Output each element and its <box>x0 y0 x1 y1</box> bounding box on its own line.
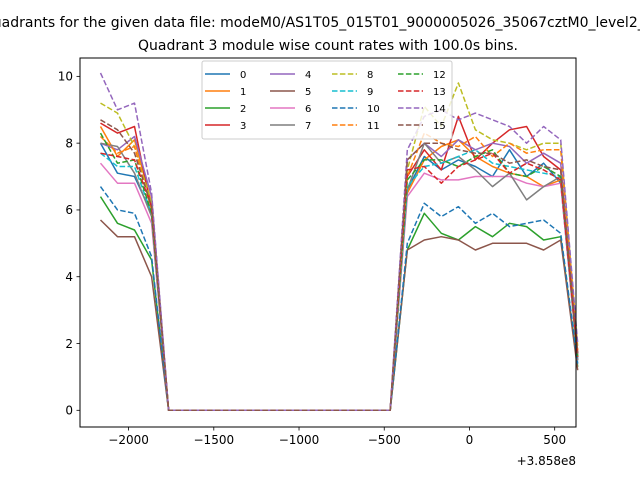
legend-label-12: 12 <box>433 70 446 81</box>
x-tick-label: −500 <box>368 433 401 447</box>
y-tick-label: 2 <box>65 337 73 351</box>
x-tick-label: −1000 <box>279 433 320 447</box>
series-line-2 <box>99 196 579 412</box>
x-axis-ticks: −2000 −1500 −1000 −500 0 500 <box>108 427 566 447</box>
figure-suptitle: Plot for the 4 quadrants for the given d… <box>0 15 640 31</box>
x-tick-label: −2000 <box>108 433 149 447</box>
legend-label-1: 1 <box>240 87 246 98</box>
x-axis-offset-label: +3.858e8 <box>517 454 576 468</box>
y-tick-label: 10 <box>58 70 73 84</box>
legend-label-7: 7 <box>305 121 311 132</box>
legend-label-6: 6 <box>305 104 311 115</box>
series-line-3 <box>100 115 579 412</box>
series-line-4 <box>100 135 579 412</box>
x-tick-label: 0 <box>466 433 474 447</box>
series-line-7 <box>100 142 579 412</box>
series-line-5 <box>99 219 579 412</box>
legend-label-8: 8 <box>367 70 373 81</box>
legend-label-9: 9 <box>367 87 373 98</box>
legend-box <box>201 60 453 140</box>
series-line-12 <box>99 132 579 412</box>
series-line-0 <box>99 142 579 412</box>
legend-label-11: 11 <box>367 121 380 132</box>
legend-label-4: 4 <box>305 70 311 81</box>
legend-label-0: 0 <box>240 70 246 81</box>
legend-label-2: 2 <box>240 104 246 115</box>
legend-label-5: 5 <box>305 87 311 98</box>
series-line-10 <box>99 186 579 412</box>
legend-label-14: 14 <box>433 104 446 115</box>
y-tick-label: 8 <box>65 136 73 150</box>
axes-frame <box>79 57 577 428</box>
y-tick-label: 6 <box>65 203 73 217</box>
y-tick-label: 4 <box>65 270 73 284</box>
series-layer <box>99 72 579 412</box>
chart-title: Quadrant 3 module wise count rates with … <box>138 38 518 54</box>
legend-label-15: 15 <box>433 121 446 132</box>
legend-label-13: 13 <box>433 87 446 98</box>
x-tick-label: 500 <box>543 433 566 447</box>
x-tick-label: −1500 <box>194 433 235 447</box>
series-line-6 <box>99 162 579 412</box>
y-tick-label: 0 <box>65 404 73 418</box>
y-axis-ticks: 0 2 4 6 8 10 <box>58 70 80 418</box>
series-line-9 <box>100 149 579 412</box>
legend-label-3: 3 <box>240 121 246 132</box>
series-line-13 <box>100 152 579 412</box>
series-line-15 <box>100 119 579 412</box>
series-line-11 <box>99 132 579 412</box>
legend-label-10: 10 <box>367 104 380 115</box>
